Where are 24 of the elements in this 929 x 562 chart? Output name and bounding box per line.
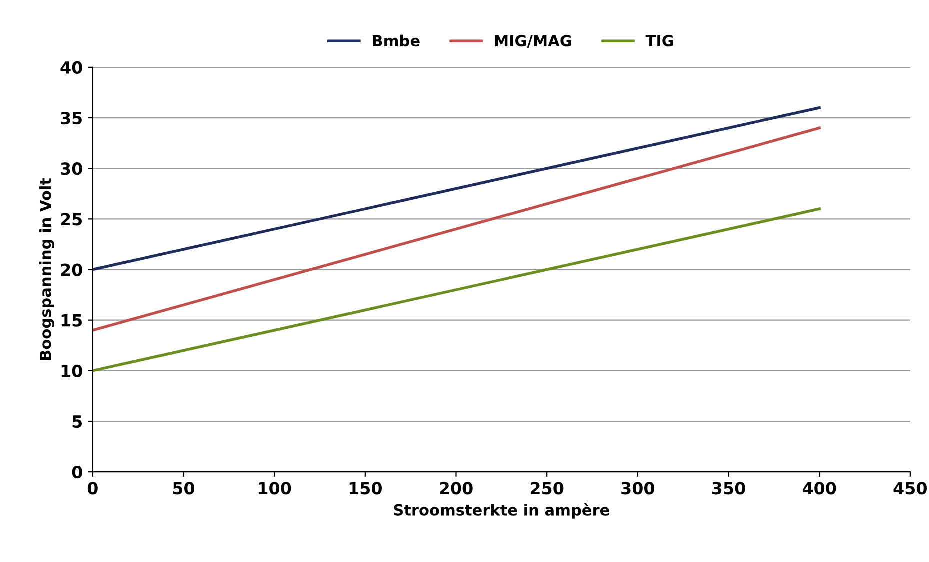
x-axis-title: Stroomsterkte in ampère — [394, 503, 610, 519]
legend-label: MIG/MAG — [495, 35, 572, 48]
x-tick-label: 200 — [440, 482, 473, 495]
y-tick-label: 25 — [61, 213, 82, 226]
legend-label: Bmbe — [373, 34, 420, 47]
x-tick-label: 350 — [712, 482, 746, 495]
x-tick-label: 300 — [622, 482, 655, 495]
y-tick-label: 15 — [62, 314, 82, 327]
x-tick-label: 50 — [173, 482, 195, 495]
y-tick-label: 0 — [72, 466, 82, 479]
x-tick-label: 150 — [350, 482, 382, 495]
y-axis-title: Boogspanning in Volt — [40, 178, 54, 360]
y-tick-label: 40 — [60, 61, 82, 74]
y-tick-label: 30 — [61, 162, 82, 176]
x-tick-label: 250 — [531, 482, 564, 495]
legend-label: TIG — [646, 35, 674, 47]
y-tick-label: 20 — [61, 264, 82, 276]
y-tick-label: 10 — [62, 364, 82, 378]
x-tick-label: 450 — [894, 482, 928, 495]
y-tick-label: 5 — [72, 416, 82, 428]
x-tick-label: 400 — [802, 482, 836, 495]
x-tick-label: 100 — [259, 482, 292, 495]
y-tick-label: 35 — [61, 112, 82, 125]
x-tick-label: 0 — [88, 482, 98, 495]
